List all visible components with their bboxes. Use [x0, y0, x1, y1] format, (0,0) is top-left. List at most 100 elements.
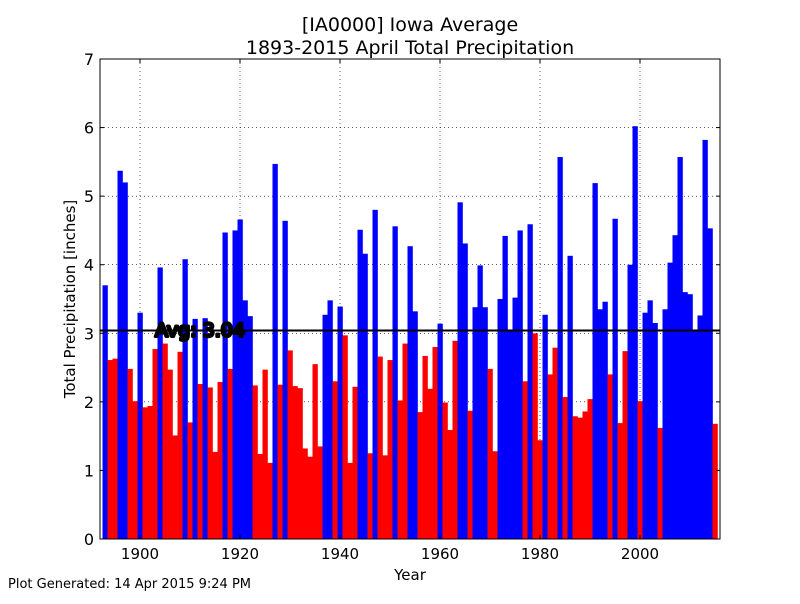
bar-1932 [297, 388, 303, 539]
bar-1969 [482, 307, 488, 539]
bar-1930 [287, 350, 293, 539]
x-tick-label: 1960 [421, 545, 459, 563]
bar-2005 [662, 309, 668, 539]
bar-1942 [347, 462, 353, 539]
bar-2003 [652, 323, 658, 539]
bar-1999 [632, 126, 638, 539]
bar-1958 [427, 388, 433, 539]
y-tick-label: 7 [84, 50, 94, 69]
bar-2006 [667, 262, 673, 539]
bar-1955 [412, 311, 418, 539]
bar-1897 [122, 182, 128, 539]
x-axis-ticks: 1900 1920 1940 1960 1980 2000 [121, 59, 659, 563]
bar-1943 [352, 386, 358, 539]
bar-1929 [282, 220, 288, 539]
bar-1933 [302, 448, 308, 539]
bar-1904 [157, 267, 163, 539]
y-axis-label: Total Precipitation [inches] [61, 200, 79, 400]
bar-1954 [407, 246, 413, 539]
bar-1931 [292, 386, 298, 539]
bar-1900 [137, 312, 143, 539]
bar-1949 [382, 455, 388, 539]
bar-1901 [142, 407, 148, 539]
bar-1903 [152, 349, 158, 539]
bar-1947 [372, 209, 378, 540]
y-tick-label: 6 [84, 119, 94, 138]
bar-1975 [512, 297, 518, 539]
bar-1953 [402, 343, 408, 539]
bar-1988 [577, 417, 583, 539]
bar-1911 [192, 318, 198, 539]
bar-1920 [237, 219, 243, 539]
y-tick-label: 5 [84, 187, 94, 206]
bar-1945 [362, 253, 368, 540]
bar-1916 [217, 381, 223, 539]
bar-1924 [257, 453, 263, 539]
bar-1935 [312, 364, 318, 539]
bar-2010 [687, 294, 693, 539]
bar-1923 [252, 385, 258, 539]
x-axis-label: Year [393, 566, 427, 584]
bar-1915 [212, 451, 218, 539]
bar-1902 [147, 405, 153, 539]
bar-1989 [582, 411, 588, 539]
average-label: Avg: 3.04 [155, 320, 245, 342]
bar-1995 [612, 218, 618, 539]
bar-1967 [472, 307, 478, 539]
bar-1965 [462, 243, 468, 539]
chart-title: [IA0000] Iowa Average [302, 14, 518, 36]
bar-1959 [432, 347, 438, 539]
bar-1982 [547, 374, 553, 539]
bar-1968 [477, 265, 483, 539]
bar-1997 [622, 351, 628, 539]
bar-1984 [557, 157, 563, 539]
bar-1922 [247, 316, 253, 539]
bar-1906 [167, 369, 173, 539]
x-tick-label: 1900 [121, 545, 159, 563]
bar-2013 [702, 139, 708, 539]
bar-1978 [527, 224, 533, 539]
bar-1962 [447, 429, 453, 539]
bar-1928 [277, 384, 283, 539]
bar-1925 [262, 369, 268, 539]
y-tick-label: 1 [84, 461, 94, 480]
bar-1987 [572, 416, 578, 539]
bar-1899 [132, 401, 138, 539]
bar-1952 [397, 400, 403, 539]
bar-1973 [502, 235, 508, 539]
bar-1993 [602, 301, 608, 539]
bar-1963 [452, 340, 458, 539]
bar-1946 [367, 453, 373, 539]
bar-1991 [592, 183, 598, 540]
bar-1998 [627, 264, 633, 539]
x-tick-label: 1980 [521, 545, 559, 563]
bar-2014 [707, 228, 713, 539]
bar-2000 [637, 401, 643, 539]
bar-2002 [647, 300, 653, 539]
bar-2015 [712, 423, 718, 539]
bar-1970 [487, 368, 493, 539]
bar-1974 [507, 330, 513, 539]
bar-1979 [532, 333, 538, 539]
bar-1956 [417, 412, 423, 539]
bar-1980 [537, 440, 543, 539]
y-axis-ticks: 0 1 2 3 4 5 6 7 [84, 50, 720, 549]
bar-2007 [672, 235, 678, 540]
bar-1960 [437, 323, 443, 539]
bar-1918 [227, 368, 233, 539]
bar-1972 [497, 299, 503, 539]
bar-1912 [197, 384, 203, 539]
bar-1941 [342, 335, 348, 539]
bar-1917 [222, 232, 228, 540]
y-tick-label: 0 [84, 530, 94, 549]
bar-1907 [172, 435, 178, 539]
bar-1938 [327, 300, 333, 539]
y-tick-label: 2 [84, 393, 94, 412]
bar-2008 [677, 157, 683, 539]
bar-1944 [357, 229, 363, 540]
bar-1977 [522, 381, 528, 539]
bar-1971 [492, 451, 498, 539]
bar-1896 [117, 170, 123, 539]
bar-1985 [562, 397, 568, 539]
